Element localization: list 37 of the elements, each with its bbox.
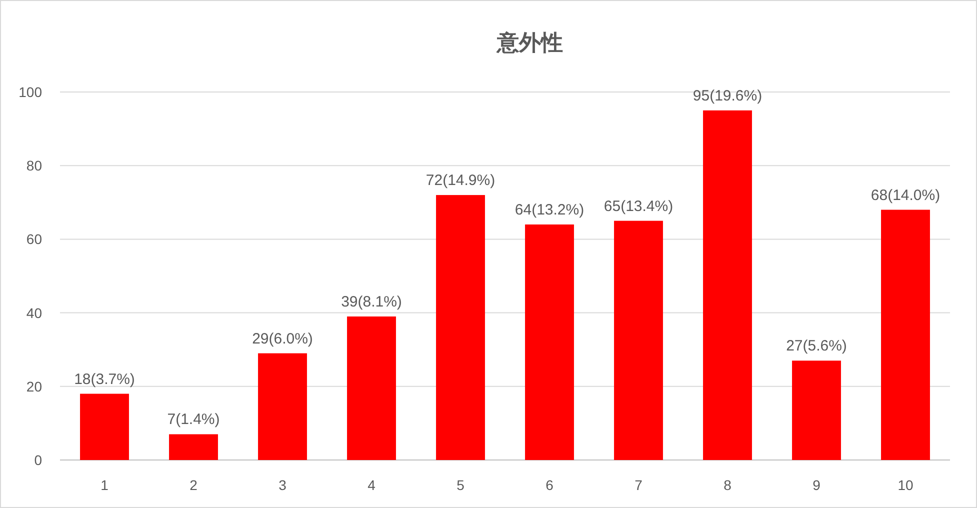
bar (703, 110, 752, 460)
bar (169, 434, 218, 460)
x-tick-label: 1 (100, 477, 109, 493)
x-tick-label: 5 (456, 477, 465, 493)
y-tick-label: 80 (26, 158, 42, 174)
y-tick-label: 40 (26, 304, 42, 321)
data-label: 65(13.4%) (604, 198, 674, 215)
data-label: 7(1.4%) (167, 411, 220, 428)
data-label: 27(5.6%) (786, 338, 847, 355)
data-label: 64(13.2%) (514, 201, 584, 218)
bar (347, 316, 396, 460)
chart-title: 意外性 (496, 30, 563, 55)
x-tick-label: 4 (368, 477, 376, 493)
x-tick-label: 10 (898, 477, 914, 493)
data-label: 18(3.7%) (74, 370, 135, 388)
x-tick-label: 2 (190, 477, 198, 493)
data-label: 29(6.0%) (252, 330, 313, 348)
x-tick-label: 6 (546, 477, 554, 493)
bar (881, 210, 930, 460)
bar (80, 394, 129, 460)
x-tick-label: 3 (278, 477, 287, 493)
x-tick-label: 9 (812, 477, 821, 493)
x-tick-label: 8 (724, 477, 732, 493)
y-tick-label: 0 (34, 452, 42, 468)
y-tick-label: 20 (26, 378, 42, 394)
bar (792, 360, 841, 460)
data-label: 68(14.0%) (870, 186, 940, 204)
y-tick-label: 100 (18, 84, 42, 100)
bar (258, 353, 307, 460)
data-label: 72(14.9%) (426, 172, 496, 190)
data-label: 95(19.6%) (692, 87, 762, 104)
bar (614, 220, 663, 460)
data-label: 39(8.1%) (341, 293, 402, 310)
bar (436, 195, 485, 460)
x-tick-label: 7 (634, 477, 643, 493)
bar (525, 224, 574, 460)
y-tick-label: 60 (26, 231, 42, 248)
